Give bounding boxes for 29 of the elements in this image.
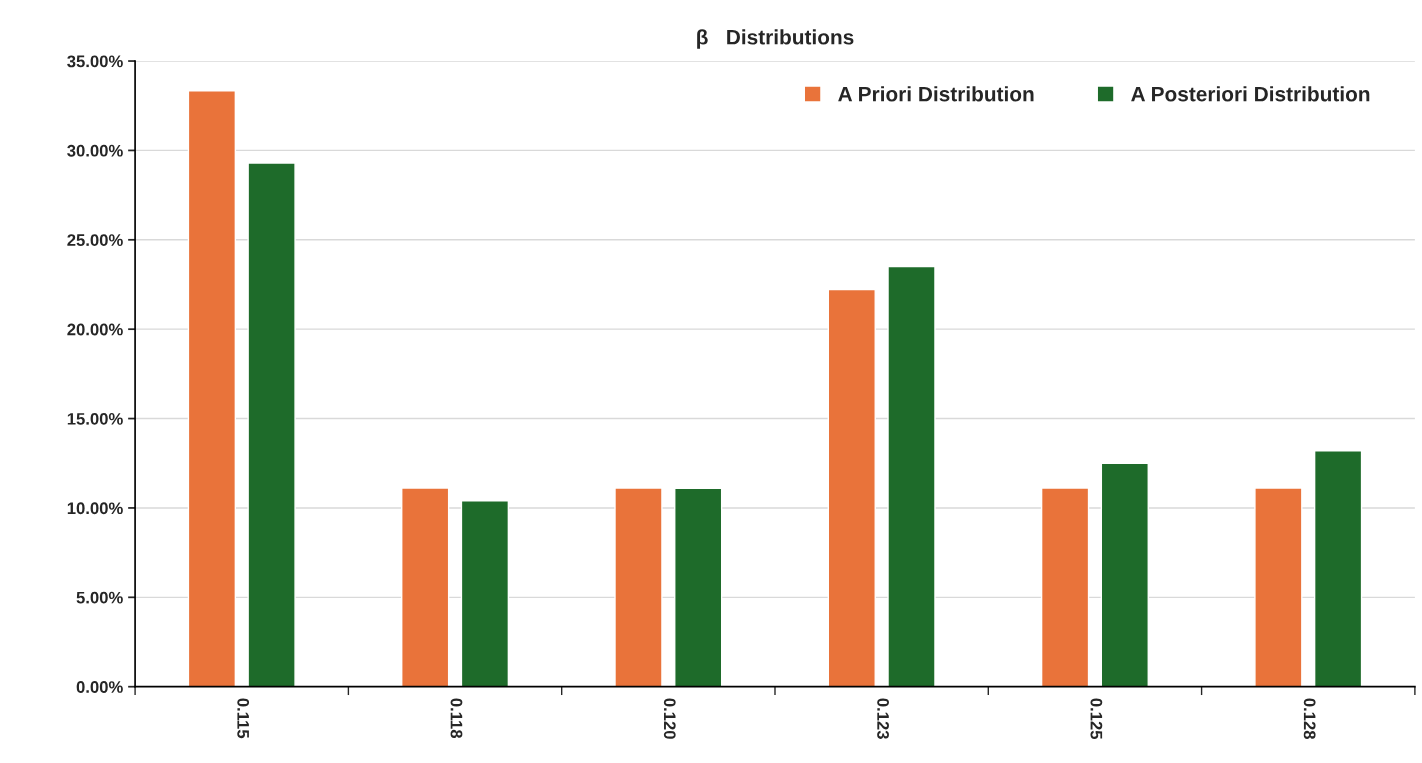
bar <box>1040 487 1090 687</box>
bar <box>887 265 936 687</box>
x-tick-label: 0.128 <box>1303 698 1316 740</box>
bar <box>614 487 663 687</box>
y-tick-label: 35.00% <box>67 55 123 68</box>
x-tick-label: 0.125 <box>1090 698 1103 740</box>
legend-label: A Posteriori Distribution <box>1131 86 1370 102</box>
y-tick-label: 10.00% <box>67 502 123 515</box>
y-tick-label: 5.00% <box>76 591 123 604</box>
bar <box>187 90 237 687</box>
y-tick-label: 20.00% <box>67 323 123 336</box>
y-tick-label: 15.00% <box>67 412 123 425</box>
bar <box>1313 450 1363 687</box>
bar <box>1254 487 1303 687</box>
x-tick-label: 0.120 <box>663 698 676 739</box>
bar <box>401 487 450 687</box>
bar <box>827 288 876 687</box>
x-tick-label: 0.115 <box>237 698 250 739</box>
legend-label: A Priori Distribution <box>838 86 1034 102</box>
x-tick-label: 0.123 <box>877 698 889 739</box>
y-tick-label: 30.00% <box>67 144 123 157</box>
y-tick-label: 25.00% <box>67 234 123 246</box>
bar <box>674 487 723 687</box>
x-tick-label: 0.118 <box>450 698 463 739</box>
y-tick-label: 0.00% <box>76 681 123 693</box>
bar <box>1100 462 1149 687</box>
chart-title: β Distributions <box>697 29 854 49</box>
bar <box>247 162 296 687</box>
bar <box>460 500 510 687</box>
